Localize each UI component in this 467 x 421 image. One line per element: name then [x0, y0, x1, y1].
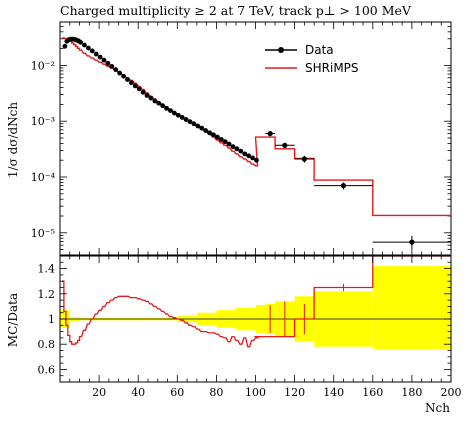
- legend-data-marker: [278, 47, 284, 53]
- ratio-y-tick-label: 1.4: [38, 263, 56, 276]
- main-y-tick-label: 10⁻⁵: [31, 227, 55, 240]
- ratio-y-tick-label: 0.6: [38, 363, 56, 376]
- x-tick-label: 20: [92, 386, 106, 399]
- ratio-y-axis-label: MC/Data: [6, 293, 20, 347]
- data-point: [238, 148, 244, 154]
- x-tick-label: 180: [401, 386, 422, 399]
- data-point: [301, 156, 307, 162]
- mc-series: [62, 37, 451, 217]
- data-point: [89, 48, 95, 54]
- mc-step-line: [62, 37, 451, 217]
- data-point: [191, 121, 197, 127]
- legend-entry-data: Data: [265, 43, 334, 57]
- data-point: [171, 110, 177, 116]
- data-point: [218, 137, 224, 142]
- data-point: [78, 39, 83, 45]
- x-tick-label: 160: [362, 386, 383, 399]
- legend-shrimps-label: SHRiMPS: [305, 61, 359, 75]
- data-point: [128, 80, 134, 86]
- x-tick-label: 60: [170, 386, 184, 399]
- x-tick-label: 120: [284, 386, 305, 399]
- ratio-y-ticks: 0.6 0.8 1 1.2 1.4: [38, 255, 451, 383]
- data-point: [203, 128, 209, 133]
- data-point: [148, 95, 154, 101]
- data-point: [187, 119, 193, 125]
- x-axis-label: Nch: [425, 401, 450, 415]
- data-point: [254, 157, 259, 163]
- ratio-y-tick-label: 1: [48, 313, 55, 326]
- data-point: [250, 155, 255, 161]
- main-y-tick-label: 10⁻³: [31, 115, 55, 128]
- data-point: [340, 183, 347, 189]
- ratio-y-tick-label: 1.2: [38, 288, 56, 301]
- data-point: [211, 132, 216, 138]
- data-point: [156, 100, 162, 106]
- main-y-ticks: 10⁻² 10⁻³ 10⁻⁴ 10⁻⁵: [31, 21, 451, 256]
- data-point: [117, 70, 123, 76]
- uncertainty-band-segment: [372, 266, 451, 350]
- data-point: [179, 115, 185, 120]
- x-tick-label: 40: [131, 386, 145, 399]
- data-point: [175, 112, 181, 118]
- ratio-step-line: [62, 255, 451, 348]
- data-point: [214, 134, 220, 140]
- data-point: [113, 67, 119, 73]
- data-point: [62, 43, 68, 49]
- x-tick-label: 140: [323, 386, 344, 399]
- data-point: [164, 105, 169, 111]
- data-point: [125, 77, 130, 82]
- data-point: [282, 142, 288, 148]
- data-point: [246, 153, 252, 159]
- data-point: [199, 125, 205, 131]
- ratio-y-tick-label: 0.8: [38, 338, 56, 351]
- data-point: [207, 130, 212, 136]
- x-tick-label: 100: [245, 386, 266, 399]
- data-point: [152, 98, 158, 104]
- main-x-ticks: [59, 22, 452, 255]
- main-y-tick-label: 10⁻⁴: [31, 171, 56, 184]
- data-point: [195, 123, 201, 129]
- legend-data-label: Data: [305, 43, 334, 57]
- legend-entry-shrimps: SHRiMPS: [265, 61, 359, 75]
- data-point: [82, 42, 87, 48]
- legend: Data SHRiMPS: [265, 43, 359, 75]
- data-point: [409, 239, 415, 245]
- chart-title: Charged multiplicity ≥ 2 at 7 TeV, track…: [60, 3, 412, 18]
- data-point: [222, 139, 228, 145]
- data-point: [121, 73, 126, 79]
- data-series: [62, 36, 451, 249]
- data-point: [101, 57, 107, 63]
- data-point: [144, 93, 150, 98]
- main-panel: 10⁻² 10⁻³ 10⁻⁴ 10⁻⁵ 1/σ dσ/dNch Data SHRiMP…: [6, 21, 452, 256]
- data-point: [160, 103, 166, 109]
- x-tick-label: 200: [441, 386, 462, 399]
- ratio-x-ticks: 20 40 60 80 100 120 140 160 180 200: [59, 256, 462, 399]
- ratio-series: [62, 255, 451, 348]
- ratio-panel: 0.6 0.8 1 1.2 1.4 20 40 60 80 100 120 140 160 180 200…: [6, 255, 462, 415]
- data-point: [168, 108, 173, 113]
- data-point: [85, 45, 91, 51]
- data-point: [226, 141, 232, 147]
- data-point: [132, 83, 138, 89]
- data-point: [97, 54, 103, 60]
- data-point: [234, 146, 240, 152]
- x-tick-label: 80: [209, 386, 223, 399]
- data-point: [183, 117, 189, 122]
- data-point: [140, 89, 146, 95]
- data-point: [267, 130, 273, 137]
- data-point: [230, 144, 236, 150]
- main-y-tick-label: 10⁻²: [31, 59, 55, 72]
- data-point: [105, 60, 111, 66]
- data-point: [93, 51, 99, 57]
- data-point: [109, 64, 115, 69]
- data-point: [242, 151, 248, 157]
- main-y-axis-label: 1/σ dσ/dNch: [6, 102, 20, 179]
- data-point: [136, 86, 142, 92]
